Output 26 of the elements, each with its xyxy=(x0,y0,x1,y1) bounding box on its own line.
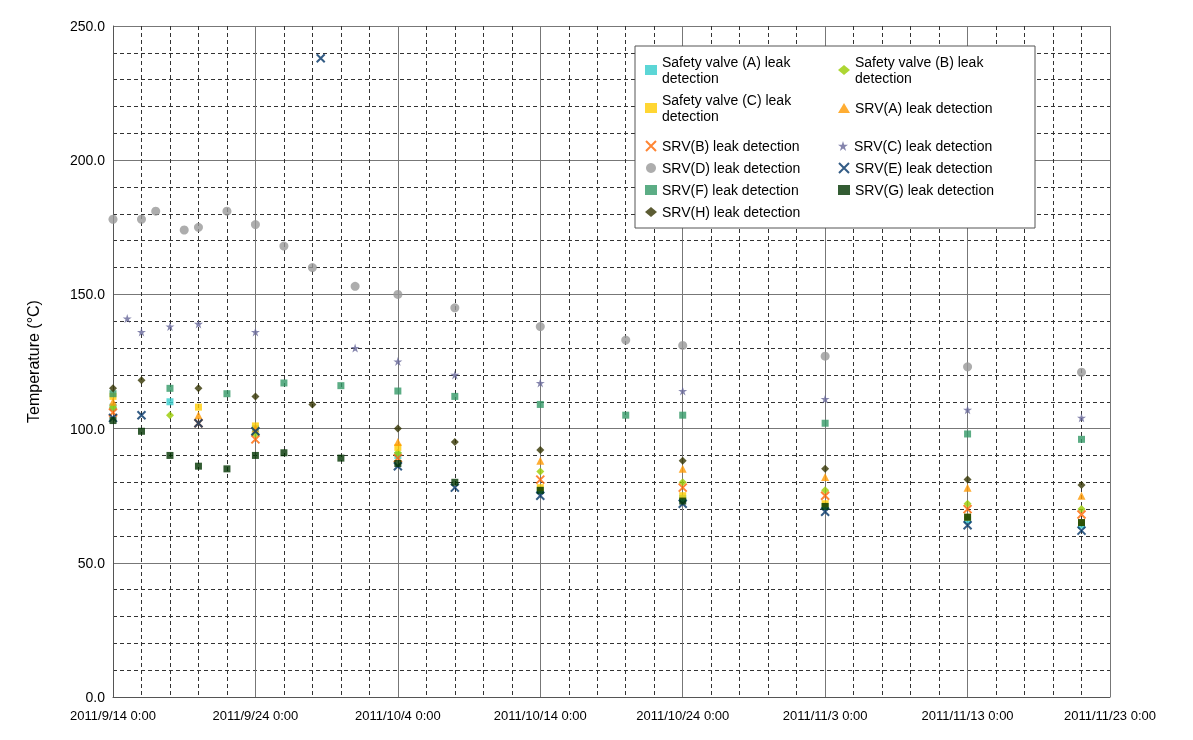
x-tick-label: 2011/10/24 0:00 xyxy=(636,708,730,723)
x-tick-label: 2011/9/14 0:00 xyxy=(70,708,156,723)
y-tick-label: 250.0 xyxy=(69,18,106,34)
x-tick-label: 2011/10/14 0:00 xyxy=(493,708,587,723)
legend-label: Safety valve (B) leak detection xyxy=(855,54,988,86)
legend-label: Safety valve (C) leak detection xyxy=(662,92,796,124)
x-tick-label: 2011/9/24 0:00 xyxy=(212,708,299,723)
x-tick-label: 2011/11/13 0:00 xyxy=(921,708,1014,723)
legend-label: SRV(C) leak detection xyxy=(854,138,993,154)
y-tick-label: 0.0 xyxy=(85,689,106,705)
x-tick-label: 2011/11/3 0:00 xyxy=(782,708,868,723)
legend-label: SRV(B) leak detection xyxy=(662,138,800,154)
legend-label: SRV(D) leak detection xyxy=(662,160,801,176)
y-tick-label: 50.0 xyxy=(77,554,106,571)
legend-label: SRV(A) leak detection xyxy=(855,100,993,116)
legend-label: Safety valve (A) leak detection xyxy=(662,54,795,86)
y-axis-title: Temperature (°C) xyxy=(24,300,42,423)
y-tick-label: 100.0 xyxy=(69,420,106,437)
legend-label: SRV(E) leak detection xyxy=(855,160,993,176)
legend-label: SRV(H) leak detection xyxy=(662,204,801,220)
x-tick-label: 2011/11/23 0:00 xyxy=(1063,708,1157,723)
legend-label: SRV(F) leak detection xyxy=(662,182,799,198)
y-tick-label: 150.0 xyxy=(69,286,106,303)
x-tick-label: 2011/10/4 0:00 xyxy=(354,708,441,723)
y-tick-label: 200.0 xyxy=(69,152,106,169)
legend-label: SRV(G) leak detection xyxy=(855,182,995,198)
